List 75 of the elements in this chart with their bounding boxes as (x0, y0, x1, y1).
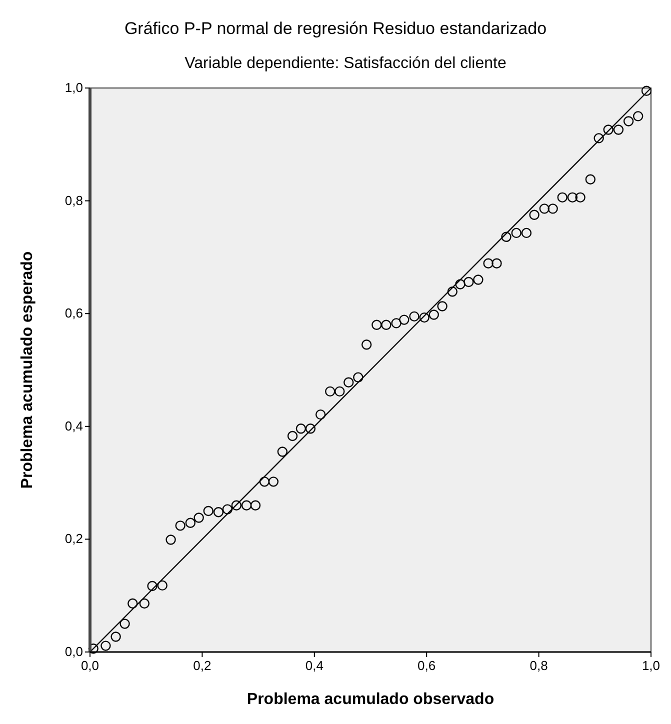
point (594, 133, 604, 144)
point (166, 534, 176, 545)
point (213, 507, 224, 518)
point (511, 228, 522, 238)
x-tick-label: 0,2 (193, 658, 212, 673)
x-tick-label: 0,8 (530, 658, 548, 673)
point (157, 580, 168, 591)
chart-subtitle: Variable dependiente: Satisfacción del cliente (184, 55, 506, 72)
point (575, 192, 586, 203)
chart-title: Gráfico P-P normal de regresión Residuo estandarizado (124, 19, 547, 38)
point (175, 520, 186, 531)
point (632, 111, 644, 122)
x-tick-label: 0,6 (418, 658, 436, 673)
point (623, 116, 634, 126)
point (128, 598, 138, 609)
point (464, 276, 474, 288)
point (325, 386, 336, 397)
y-tick-label: 0,2 (64, 531, 83, 546)
y-axis-title: Problema acumulado esperado (19, 251, 36, 489)
point (521, 228, 532, 238)
point (296, 424, 306, 434)
point (334, 386, 345, 397)
point (222, 504, 233, 514)
point (492, 258, 502, 269)
point (305, 424, 316, 434)
point (529, 210, 540, 220)
point (641, 86, 652, 96)
point (437, 301, 448, 312)
point (353, 372, 364, 382)
point (194, 512, 204, 523)
point (501, 232, 512, 242)
point (473, 274, 484, 285)
point (231, 500, 242, 510)
x-tick-label: 0,0 (80, 658, 100, 673)
point (203, 506, 214, 516)
point (259, 476, 270, 487)
point (409, 311, 420, 322)
point (277, 446, 288, 457)
y-tick-label: 0,8 (64, 192, 83, 208)
point (110, 632, 121, 642)
point (185, 518, 196, 528)
point (548, 204, 558, 214)
point (428, 310, 439, 320)
x-tick-label: 0,4 (305, 658, 324, 673)
x-axis-title: Problema acumulado observado (246, 691, 494, 708)
y-tick-label: 0,6 (64, 306, 83, 321)
point (268, 476, 279, 487)
point (120, 618, 130, 629)
point (100, 640, 111, 651)
point (483, 258, 494, 269)
x-tick-label: 1,0 (642, 658, 660, 673)
point (147, 580, 158, 592)
point (603, 124, 614, 135)
point (315, 409, 326, 420)
point (241, 500, 252, 510)
point (372, 320, 382, 330)
point (447, 286, 458, 297)
point (287, 430, 298, 442)
point (585, 174, 596, 184)
point (399, 314, 410, 325)
point (139, 598, 150, 609)
y-tick-label: 0,4 (64, 418, 83, 434)
point (613, 124, 624, 135)
point (557, 192, 568, 203)
point (250, 500, 261, 510)
point (419, 312, 430, 323)
point (391, 318, 402, 328)
y-tick-label: 1,0 (64, 80, 83, 95)
point (539, 204, 550, 214)
y-tick-label: 0,0 (64, 644, 83, 659)
point (344, 377, 354, 388)
point (361, 340, 372, 350)
point (455, 279, 466, 290)
point (381, 320, 392, 330)
point (567, 192, 578, 203)
